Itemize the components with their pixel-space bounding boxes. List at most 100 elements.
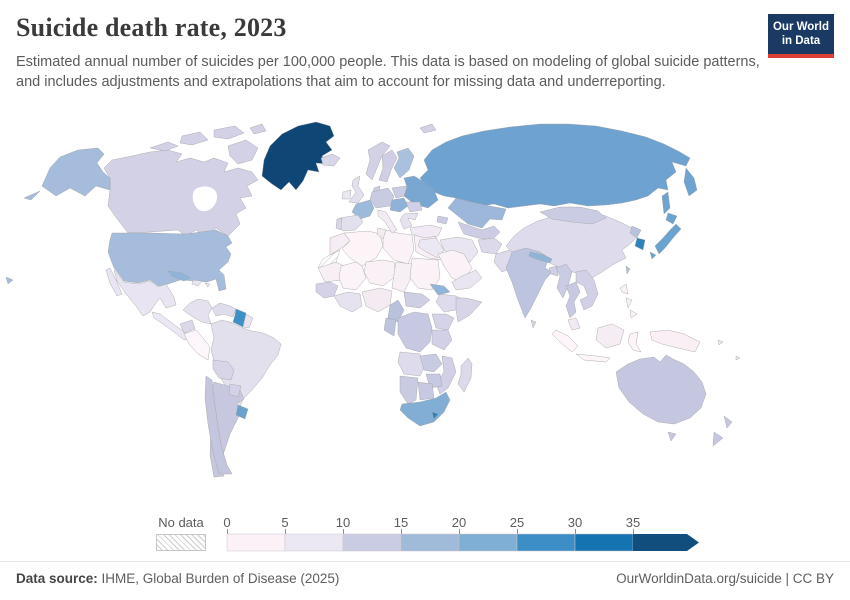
- country-norway[interactable]: [365, 141, 391, 181]
- country-thailand[interactable]: [565, 281, 581, 319]
- country-cameroon[interactable]: [387, 299, 405, 323]
- scale-swatch-30-35[interactable]: [574, 533, 634, 552]
- country-canada-arctic-islands[interactable]: [149, 123, 267, 165]
- island-java[interactable]: [575, 353, 611, 363]
- island-sulawesi[interactable]: [627, 331, 642, 353]
- country-alaska[interactable]: [23, 147, 111, 201]
- color-scale-bar[interactable]: [226, 533, 699, 552]
- country-south-korea[interactable]: [634, 237, 646, 251]
- scale-swatch-20-25[interactable]: [458, 533, 518, 552]
- world-choropleth-map[interactable]: [0, 100, 850, 512]
- country-namibia[interactable]: [399, 375, 419, 405]
- scale-swatch-0-5[interactable]: [226, 533, 286, 552]
- country-svalbard[interactable]: [419, 123, 437, 134]
- country-malaysia[interactable]: [567, 317, 581, 331]
- country-japan[interactable]: [649, 212, 682, 260]
- region-caucasus[interactable]: [436, 215, 449, 225]
- country-turkey[interactable]: [409, 224, 443, 239]
- country-bangladesh[interactable]: [548, 265, 559, 277]
- region-french-guiana[interactable]: [242, 313, 254, 329]
- island-tasmania[interactable]: [667, 431, 677, 442]
- country-india[interactable]: [505, 247, 553, 319]
- region-guyana-suriname[interactable]: [232, 308, 247, 328]
- country-new-zealand[interactable]: [712, 415, 733, 447]
- region-iraq-levant[interactable]: [417, 237, 445, 259]
- country-botswana[interactable]: [417, 381, 435, 401]
- country-ireland[interactable]: [341, 189, 352, 200]
- scale-swatch-5-10[interactable]: [284, 533, 344, 552]
- scale-swatch-25-30[interactable]: [516, 533, 576, 552]
- country-romania[interactable]: [405, 201, 423, 213]
- country-chad[interactable]: [391, 261, 413, 293]
- country-tanzania[interactable]: [431, 329, 453, 351]
- country-philippines[interactable]: [619, 283, 638, 319]
- country-greenland[interactable]: [261, 121, 335, 191]
- region-indochina[interactable]: [575, 269, 599, 311]
- country-sri-lanka[interactable]: [530, 319, 537, 329]
- country-venezuela[interactable]: [211, 302, 237, 318]
- country-madagascar[interactable]: [457, 357, 473, 393]
- island-sumatra[interactable]: [551, 329, 579, 353]
- country-finland[interactable]: [393, 147, 415, 179]
- scale-swatch-35-plus-arrow[interactable]: [633, 534, 699, 551]
- region-balkans[interactable]: [389, 197, 409, 213]
- country-usa-hawaii[interactable]: [5, 276, 14, 285]
- country-nigeria[interactable]: [361, 287, 393, 313]
- owid-logo[interactable]: Our World in Data: [768, 14, 834, 58]
- country-uruguay[interactable]: [235, 404, 249, 420]
- country-drc[interactable]: [397, 311, 433, 353]
- country-kazakhstan[interactable]: [447, 197, 507, 229]
- country-sweden[interactable]: [378, 149, 398, 183]
- country-portugal[interactable]: [335, 217, 343, 231]
- country-mongolia[interactable]: [539, 206, 607, 225]
- owid-url-license[interactable]: OurWorldinData.org/suicide | CC BY: [616, 571, 834, 586]
- country-uk[interactable]: [348, 175, 365, 204]
- country-central-african-republic[interactable]: [403, 291, 431, 309]
- region-yemen-oman[interactable]: [451, 269, 483, 291]
- country-usa[interactable]: [107, 229, 233, 292]
- country-sudan[interactable]: [409, 257, 441, 291]
- country-peru[interactable]: [183, 329, 211, 361]
- country-zambia[interactable]: [419, 353, 443, 373]
- region-hispaniola[interactable]: [191, 279, 211, 288]
- country-france[interactable]: [351, 199, 375, 220]
- country-somalia[interactable]: [455, 297, 483, 323]
- region-baltics-belarus-ukraine[interactable]: [403, 175, 439, 209]
- region-gulf-of-guinea[interactable]: [333, 291, 363, 313]
- island-borneo[interactable]: [595, 323, 625, 349]
- country-mexico[interactable]: [105, 267, 177, 317]
- country-morocco[interactable]: [329, 232, 351, 256]
- country-colombia[interactable]: [182, 298, 213, 325]
- country-eritrea[interactable]: [429, 283, 451, 296]
- region-uganda-kenya[interactable]: [431, 313, 455, 331]
- country-canada[interactable]: [103, 149, 259, 239]
- island-new-guinea[interactable]: [649, 329, 701, 353]
- country-italy[interactable]: [377, 209, 398, 234]
- country-cuba[interactable]: [167, 270, 191, 282]
- country-south-africa[interactable]: [399, 391, 451, 427]
- country-chile[interactable]: [204, 375, 233, 475]
- country-iran[interactable]: [439, 236, 479, 263]
- country-ecuador[interactable]: [179, 319, 196, 334]
- country-australia[interactable]: [615, 354, 707, 425]
- country-mali[interactable]: [338, 261, 367, 291]
- country-afghanistan[interactable]: [477, 237, 503, 255]
- scale-swatch-15-20[interactable]: [400, 533, 460, 552]
- country-tunisia[interactable]: [376, 227, 387, 240]
- country-nepal[interactable]: [528, 251, 553, 264]
- country-iceland[interactable]: [320, 153, 341, 167]
- region-greece-bulgaria[interactable]: [399, 212, 419, 230]
- region-central-asia[interactable]: [457, 221, 501, 241]
- scale-swatch-10-15[interactable]: [342, 533, 402, 552]
- no-data-swatch[interactable]: [156, 534, 206, 551]
- country-niger[interactable]: [363, 259, 397, 287]
- region-pacific-islands[interactable]: [717, 339, 741, 361]
- country-myanmar[interactable]: [555, 263, 573, 299]
- country-libya[interactable]: [382, 229, 415, 265]
- country-taiwan[interactable]: [625, 265, 631, 275]
- country-lesotho[interactable]: [431, 411, 439, 420]
- country-russia[interactable]: [419, 123, 698, 215]
- country-paraguay[interactable]: [228, 383, 242, 398]
- country-angola[interactable]: [397, 351, 425, 377]
- country-bolivia[interactable]: [212, 359, 235, 381]
